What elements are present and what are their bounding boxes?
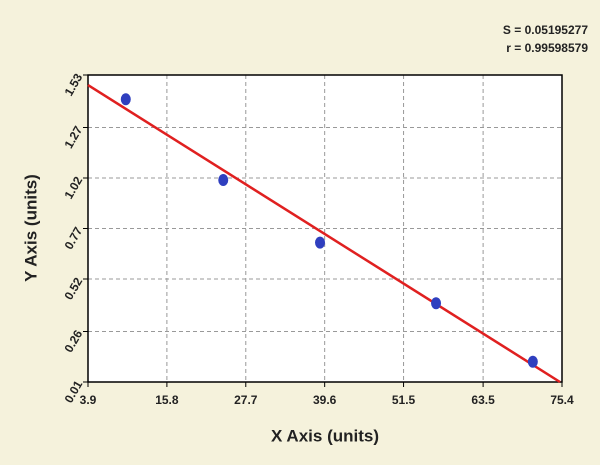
x-tick-label: 63.5	[471, 393, 495, 407]
fit-line	[87, 84, 561, 384]
y-axis-label: Y Axis (units)	[21, 174, 40, 282]
data-point	[120, 93, 131, 106]
stat-r: r = 0.99598579	[506, 41, 588, 55]
x-tick-label: 15.8	[155, 393, 179, 407]
data-point	[315, 236, 326, 249]
x-tick-label: 27.7	[234, 393, 258, 407]
stat-s: S = 0.05195277	[503, 23, 588, 37]
x-axis-label: X Axis (units)	[271, 426, 379, 445]
plot-border	[87, 74, 563, 383]
data-point	[431, 297, 442, 310]
x-tick-label: 51.5	[392, 393, 416, 407]
x-tick-label: 39.6	[313, 393, 337, 407]
data-point	[527, 355, 538, 368]
data-point	[218, 174, 229, 187]
x-tick-label: 3.9	[80, 393, 97, 407]
x-tick-label: 75.4	[550, 393, 574, 407]
